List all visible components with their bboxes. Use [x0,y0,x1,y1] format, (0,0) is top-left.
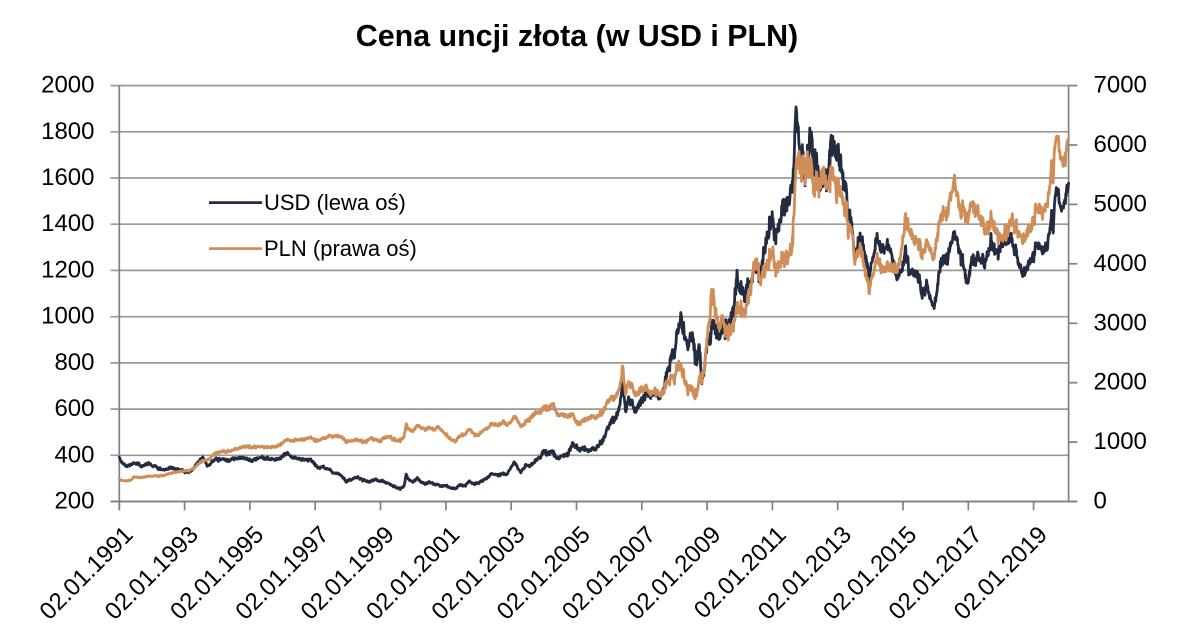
svg-text:1200: 1200 [41,256,94,283]
svg-text:Cena uncji złota (w USD i PLN): Cena uncji złota (w USD i PLN) [356,19,798,53]
svg-text:800: 800 [54,349,94,376]
svg-text:1600: 1600 [41,164,94,191]
svg-text:400: 400 [54,441,94,468]
svg-text:1000: 1000 [1094,428,1147,455]
svg-text:0: 0 [1094,488,1107,515]
svg-text:5000: 5000 [1094,190,1147,217]
svg-text:PLN (prawa oś): PLN (prawa oś) [264,236,417,261]
svg-text:600: 600 [54,395,94,422]
svg-text:1000: 1000 [41,303,94,330]
svg-text:6000: 6000 [1094,131,1147,158]
svg-text:USD (lewa oś): USD (lewa oś) [264,190,406,215]
svg-text:4000: 4000 [1094,250,1147,277]
svg-text:200: 200 [54,488,94,515]
svg-text:1800: 1800 [41,118,94,145]
svg-text:2000: 2000 [1094,369,1147,396]
svg-text:3000: 3000 [1094,309,1147,336]
svg-text:7000: 7000 [1094,72,1147,99]
svg-text:2000: 2000 [41,72,94,99]
svg-text:1400: 1400 [41,210,94,237]
